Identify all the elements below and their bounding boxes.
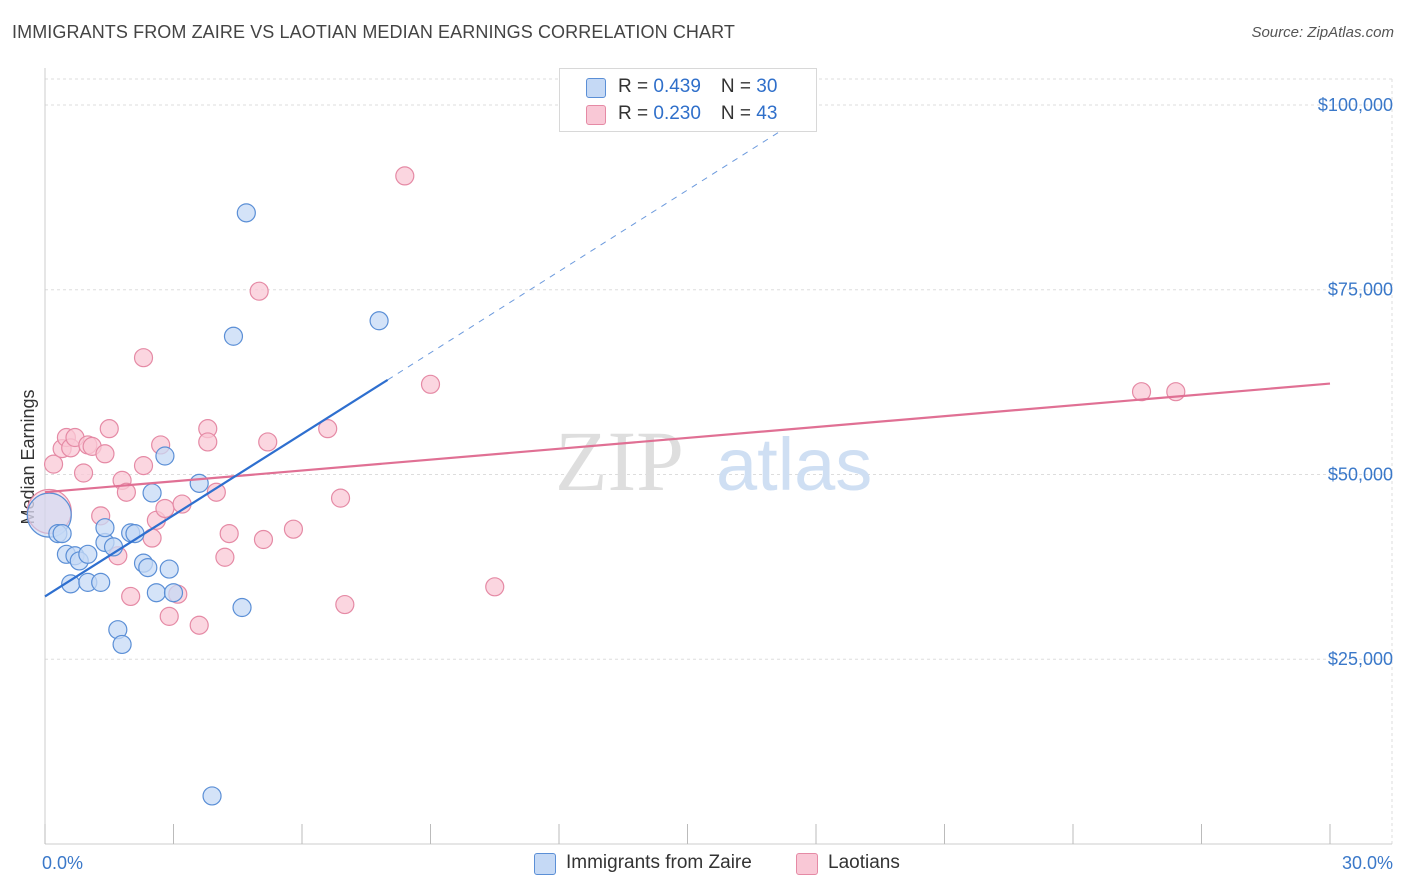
legend-n-value: 43 xyxy=(756,103,778,124)
laotians-point xyxy=(206,482,226,502)
axes xyxy=(44,68,1392,845)
laotians-point xyxy=(485,577,505,597)
legend-r-label: R = xyxy=(618,76,654,97)
legend-swatch-zaire xyxy=(586,78,606,98)
gridlines xyxy=(45,78,1393,844)
laotians-point xyxy=(253,529,274,550)
chart-title: IMMIGRANTS FROM ZAIRE VS LAOTIAN MEDIAN … xyxy=(12,22,736,42)
zaire-point xyxy=(138,557,158,578)
laotians-point xyxy=(121,586,141,607)
laotians-point xyxy=(198,432,218,452)
laotians-point xyxy=(43,454,64,474)
y-tick-labels: $25,000 $50,000 $75,000 $100,000 xyxy=(1318,95,1393,669)
laotians-point xyxy=(283,519,304,539)
x-tick-label: 0.0% xyxy=(42,853,83,873)
laotians-point xyxy=(189,615,209,635)
x-tick-label: 30.0% xyxy=(1342,853,1393,873)
zaire-point xyxy=(202,786,222,806)
y-axis-label: Median Earnings xyxy=(18,389,38,524)
legend-n-label: N = xyxy=(720,103,757,124)
x-tick-labels: 0.0% 30.0% xyxy=(42,853,1393,873)
trend-lines xyxy=(44,108,1331,598)
laotians-point xyxy=(155,498,175,519)
zaire-trend-extension xyxy=(387,108,817,381)
laotians-point xyxy=(99,419,119,439)
laotians-point xyxy=(116,482,136,502)
laotians-point xyxy=(1131,382,1152,402)
laotians-point xyxy=(330,488,351,508)
legend-r-label: R = xyxy=(618,103,654,124)
laotians-point xyxy=(73,463,94,483)
zaire-point xyxy=(189,473,209,493)
zaire-point xyxy=(232,597,252,618)
y-tick-label: $50,000 xyxy=(1328,464,1393,484)
zaire-point xyxy=(91,572,111,592)
zaire-point xyxy=(163,583,184,603)
watermark-zip: ZIP xyxy=(555,413,684,509)
bottom-legend-swatch-zaire xyxy=(534,853,556,875)
laotians-point xyxy=(219,523,239,544)
laotians-point xyxy=(95,444,115,464)
laotians-point xyxy=(318,419,338,439)
laotians-point xyxy=(258,432,278,452)
laotians-point xyxy=(249,281,269,301)
legend-r-value: 0.439 xyxy=(653,76,701,97)
zaire-point xyxy=(159,559,179,579)
y-tick-label: $100,000 xyxy=(1318,95,1393,115)
zaire-point xyxy=(78,544,98,564)
legend-n-value: 30 xyxy=(756,76,778,97)
laotians-trend-line xyxy=(44,382,1331,494)
zaire-point xyxy=(142,483,162,503)
zaire-points xyxy=(26,203,389,806)
y-tick-label: $75,000 xyxy=(1328,280,1393,300)
bottom-legend-label-laotians: Laotians xyxy=(828,852,900,873)
legend-swatch-laotians xyxy=(586,105,606,125)
zaire-point xyxy=(95,518,115,538)
bottom-legend-label-zaire: Immigrants from Zaire xyxy=(566,852,752,873)
zaire-trend-line xyxy=(44,378,389,598)
laotians-points xyxy=(26,166,1186,635)
zaire-point xyxy=(112,634,132,655)
zaire-point xyxy=(236,203,256,223)
zaire-point xyxy=(52,523,72,544)
stats-legend: R = 0.439 N = 30 R = 0.230 N = 43 xyxy=(559,68,817,132)
laotians-point xyxy=(335,594,355,615)
legend-n-label: N = xyxy=(720,76,757,97)
laotians-point xyxy=(133,456,154,476)
zaire-point xyxy=(369,311,389,331)
zaire-point xyxy=(155,446,175,466)
zaire-point xyxy=(223,326,244,346)
laotians-point xyxy=(420,374,441,394)
laotians-point xyxy=(133,348,154,368)
laotians-point xyxy=(395,166,415,186)
bottom-legend-swatch-laotians xyxy=(796,853,818,875)
legend-r-value: 0.230 xyxy=(653,103,701,124)
y-tick-label: $25,000 xyxy=(1328,649,1393,669)
source-label: Source: ZipAtlas.com xyxy=(1251,24,1394,41)
zaire-point xyxy=(146,583,166,603)
watermark-atlas: atlas xyxy=(716,423,872,506)
laotians-point xyxy=(215,547,235,567)
laotians-point xyxy=(159,606,179,626)
